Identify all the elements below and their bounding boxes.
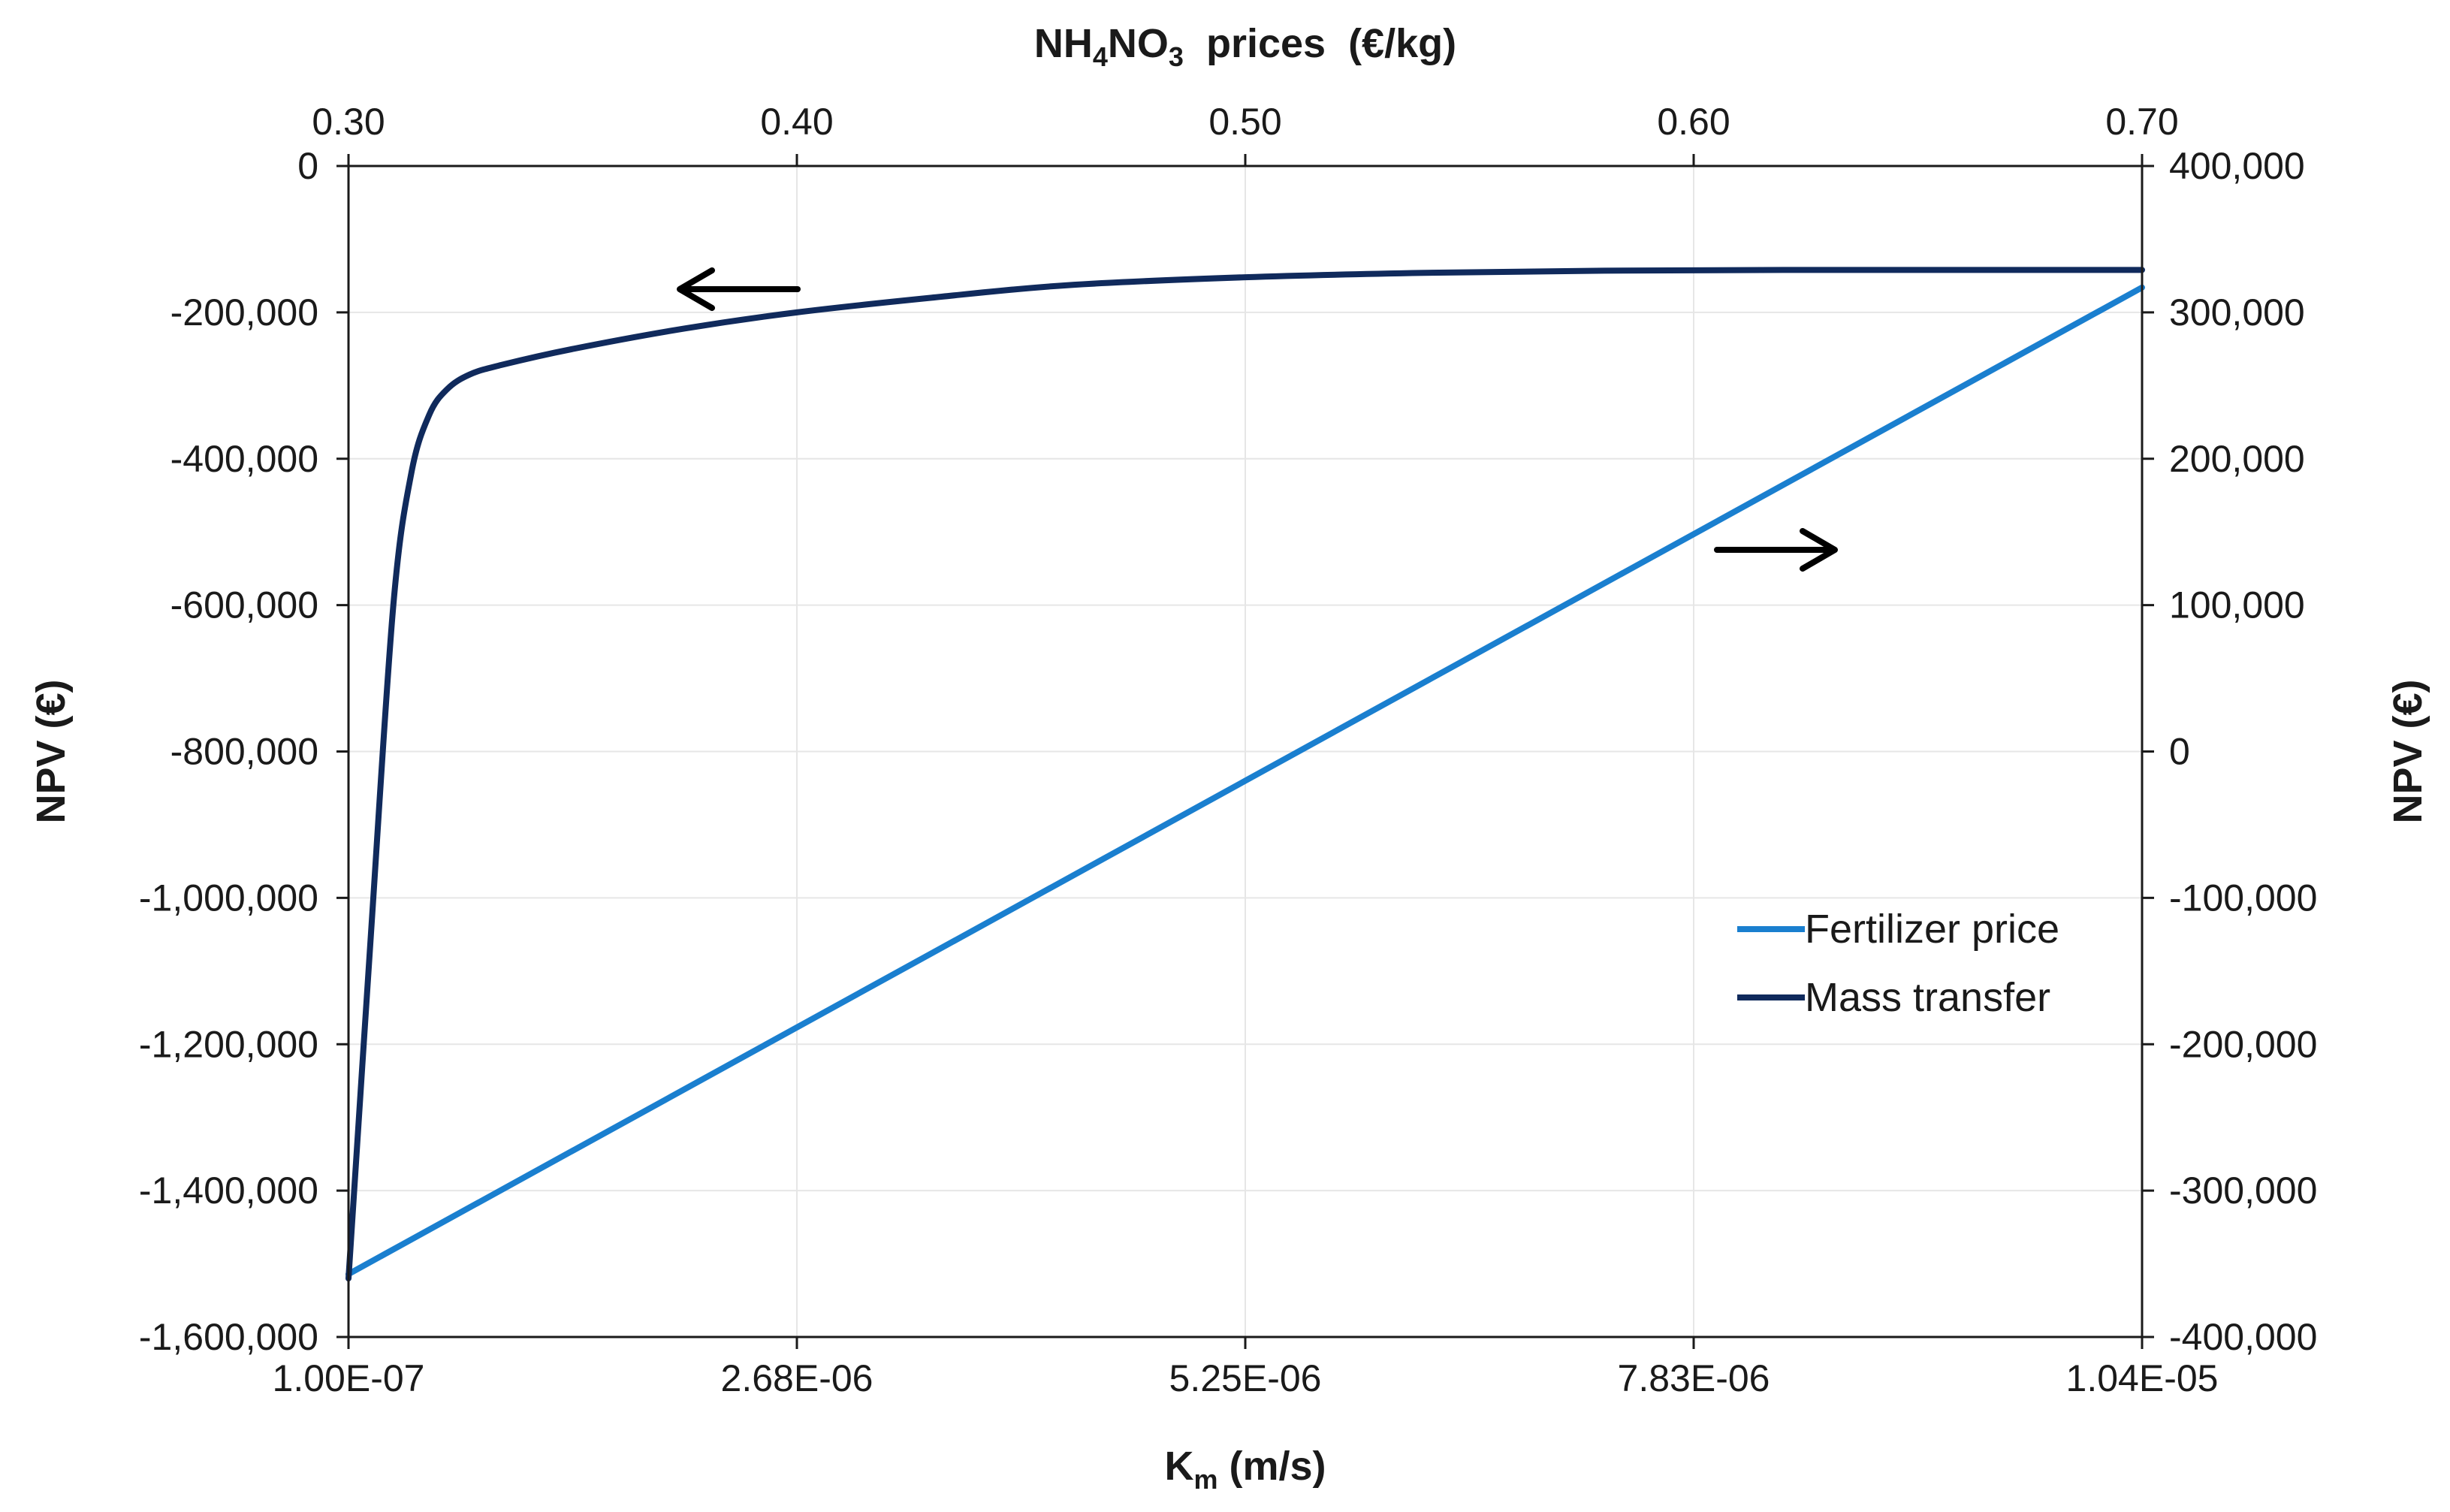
left-tick-label: -800,000 [170,731,318,773]
top-axis-title: NH4NO3 prices (€/kg) [1034,21,1456,72]
left-tick-label: -1,000,000 [139,877,318,919]
arrow-right-annotation [1714,528,1838,572]
left-tick-label: 0 [297,145,318,187]
right-tick-label: -200,000 [2169,1023,2317,1065]
top-tick-label: 0.50 [1208,101,1281,143]
left-tick-label: -200,000 [170,291,318,333]
ticks-layer [336,154,2154,1349]
top-tick-label: 0.60 [1657,101,1730,143]
right-tick-label: 200,000 [2169,438,2305,480]
grid-layer [348,166,2142,1337]
labels-layer: 0 400,000 -200,000 300,000 -400,000 200,000 -6… [139,101,2317,1399]
bottom-tick-label: 2.68E-06 [721,1357,873,1399]
legend: Fertilizer price Mass transfer [1737,907,2059,1020]
right-tick-label: -300,000 [2169,1169,2317,1212]
arrow-left-annotation [677,267,801,311]
series-layer [345,267,2145,1282]
right-tick-label: 400,000 [2169,145,2305,187]
right-tick-label: 100,000 [2169,584,2305,626]
right-tick-label: 0 [2169,731,2190,773]
bottom-axis-title: Km (m/s) [1164,1444,1326,1495]
right-tick-label: 300,000 [2169,291,2305,333]
legend-label-mass-transfer: Mass transfer [1805,975,2050,1020]
right-axis-title: NPV (€) [2385,679,2430,823]
top-tick-label: 0.70 [2105,101,2178,143]
bottom-tick-label: 1.04E-05 [2066,1357,2219,1399]
top-tick-label: 0.40 [760,101,833,143]
left-axis-title: NPV (€) [29,679,74,823]
legend-label-fertilizer-price: Fertilizer price [1805,907,2059,952]
top-tick-label: 0.30 [312,101,385,143]
right-tick-label: -400,000 [2169,1316,2317,1358]
right-tick-label: -100,000 [2169,877,2317,919]
series-line-fertilizer-price [345,284,2145,1278]
bottom-tick-label: 5.25E-06 [1169,1357,1322,1399]
left-tick-label: -400,000 [170,438,318,480]
left-tick-label: -1,400,000 [139,1169,318,1212]
bottom-tick-label: 1.00E-07 [273,1357,425,1399]
left-tick-label: -1,600,000 [139,1316,318,1358]
series-line-mass-transfer [345,267,2145,1282]
left-tick-label: -1,200,000 [139,1023,318,1065]
bottom-tick-label: 7.83E-06 [1618,1357,1770,1399]
left-tick-label: -600,000 [170,584,318,626]
